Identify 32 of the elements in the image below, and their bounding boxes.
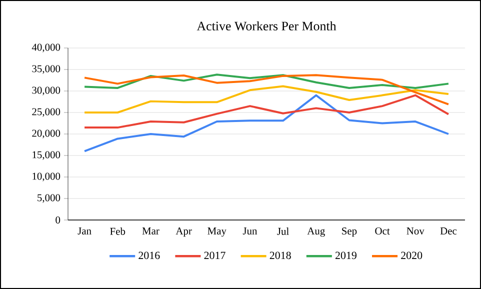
line-series <box>84 94 450 129</box>
x-tick-label: Oct <box>375 228 390 235</box>
x-tick-label: Apr <box>176 228 192 237</box>
legend-label: 2016 <box>138 252 160 260</box>
x-tick-label: Aug <box>307 228 325 237</box>
legend-label: 2019 <box>335 252 356 260</box>
legend-label: 2018 <box>270 252 291 260</box>
x-tick-label: Feb <box>110 228 126 235</box>
line-series <box>84 94 450 152</box>
x-tick-label: Jun <box>242 228 258 234</box>
y-tick-label: 25,000 <box>32 108 60 117</box>
legend-label: 2017 <box>204 252 226 260</box>
line-series <box>84 74 450 89</box>
x-tick-label: Jul <box>277 228 289 235</box>
x-tick-label: Dec <box>440 228 457 234</box>
y-tick-label: 35,000 <box>32 65 60 74</box>
line-series <box>84 74 450 106</box>
chart-title: Active Workers Per Month <box>196 21 336 31</box>
y-tick-label: 20,000 <box>32 130 60 138</box>
y-tick-label: 10,000 <box>32 172 60 182</box>
x-tick-label: Nov <box>406 228 424 234</box>
y-tick-label: 40,000 <box>32 44 60 52</box>
y-tick-label: 0 <box>56 216 60 224</box>
y-tick-label: 15,000 <box>32 151 60 160</box>
x-tick-label: May <box>208 228 226 237</box>
x-tick-label: Mar <box>142 228 160 234</box>
x-tick-label: Sep <box>342 228 357 237</box>
y-tick-label: 5,000 <box>38 194 60 203</box>
legend-label: 2020 <box>401 252 422 260</box>
x-tick-label: Jan <box>78 228 92 234</box>
y-tick-label: 30,000 <box>32 86 60 96</box>
line-series <box>84 85 450 114</box>
